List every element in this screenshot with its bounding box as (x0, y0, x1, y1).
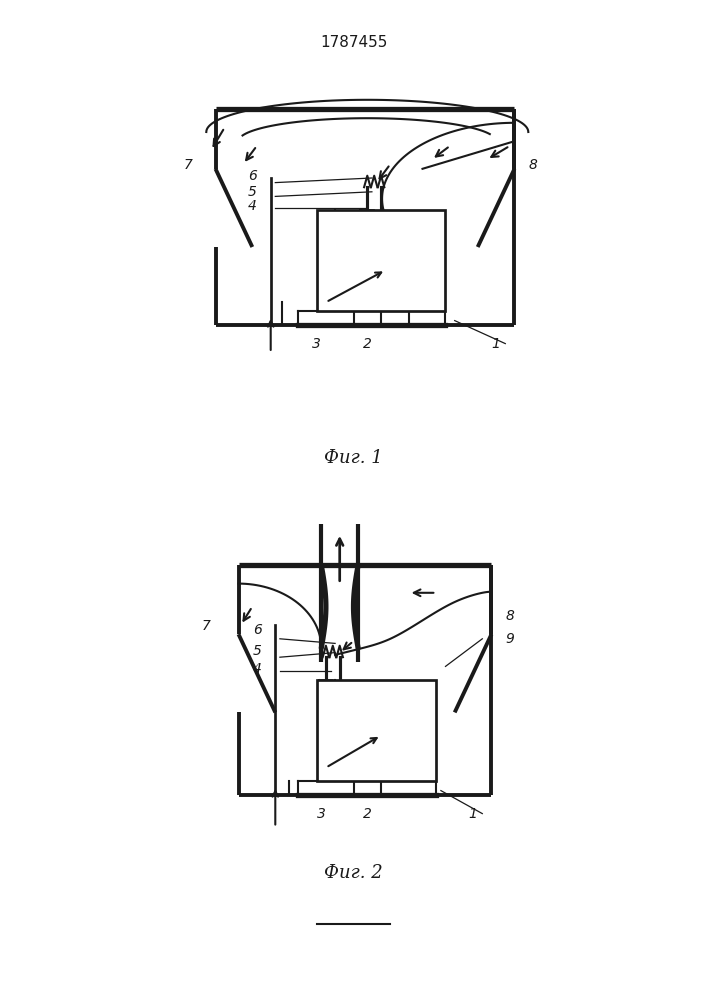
Text: Фиг. 2: Фиг. 2 (324, 864, 383, 882)
Text: 3: 3 (312, 337, 321, 351)
Text: 7: 7 (202, 619, 211, 633)
Text: Фиг. 1: Фиг. 1 (324, 449, 383, 467)
Text: 2: 2 (363, 807, 372, 821)
Text: 1: 1 (469, 807, 477, 821)
Text: 1: 1 (491, 337, 501, 351)
Text: 5: 5 (252, 644, 262, 658)
Text: 7: 7 (183, 158, 192, 172)
Text: 4: 4 (252, 662, 262, 676)
Text: 8: 8 (528, 158, 537, 172)
Text: 8: 8 (506, 609, 514, 623)
Bar (317, 210, 445, 311)
Text: 2: 2 (363, 337, 372, 351)
Text: 6: 6 (252, 623, 262, 637)
Bar (317, 680, 436, 781)
Text: 9: 9 (506, 632, 514, 646)
Text: 6: 6 (248, 169, 257, 183)
Text: 4: 4 (248, 199, 257, 213)
Text: 1787455: 1787455 (320, 35, 387, 50)
Text: 3: 3 (317, 807, 326, 821)
Text: 5: 5 (248, 185, 257, 199)
